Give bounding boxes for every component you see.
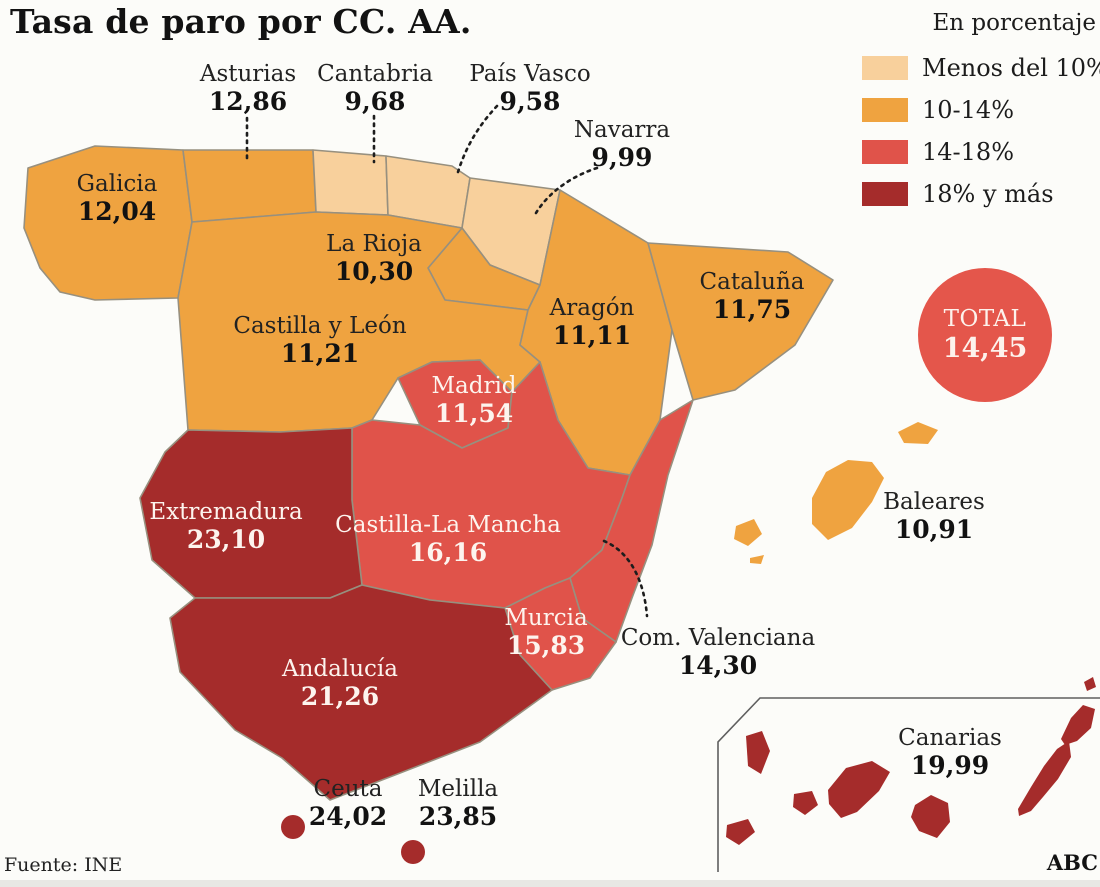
legend-swatch-under-10 — [862, 56, 908, 80]
island-gran-canaria — [911, 795, 950, 838]
label-canarias: Canarias 19,99 — [898, 725, 1002, 780]
legend-swatch-14-18 — [862, 140, 908, 164]
island-menorca — [898, 422, 938, 444]
label-extremadura: Extremadura 23,10 — [149, 499, 303, 554]
label-navarra: Navarra 9,99 — [573, 117, 671, 172]
island-la-gomera — [793, 791, 818, 815]
total-value: 14,45 — [942, 332, 1028, 364]
region-cantabria — [312, 149, 389, 216]
unit-note: En porcentaje — [932, 10, 1096, 36]
label-madrid: Madrid 11,54 — [431, 373, 517, 428]
page-title: Tasa de paro por CC. AA. — [10, 2, 472, 41]
island-formentera — [750, 555, 764, 564]
region-canarias-islands — [726, 677, 1096, 845]
region-cataluna — [647, 242, 834, 401]
label-castilla-y-leon: Castilla y León 11,21 — [233, 313, 407, 368]
label-murcia: Murcia 15,83 — [504, 605, 588, 660]
bottom-bar — [0, 880, 1100, 887]
island-mallorca — [812, 460, 884, 540]
label-asturias: Asturias 12,86 — [199, 61, 297, 116]
island-cabrera — [848, 511, 858, 520]
region-baleares-islands — [734, 422, 938, 564]
legend-label-under-10: Menos del 10% — [922, 54, 1100, 82]
legend: Menos del 10% 10-14% 14-18% 18% y más — [862, 54, 1100, 224]
leader-navarra — [534, 166, 599, 215]
legend-swatch-18-plus — [862, 182, 908, 206]
label-melilla: Melilla 23,85 — [417, 776, 499, 831]
label-cataluna: Cataluña 11,75 — [699, 269, 805, 324]
legend-label-14-18: 14-18% — [922, 138, 1014, 166]
source-note: Fuente: INE — [4, 854, 123, 876]
legend-swatch-10-14 — [862, 98, 908, 122]
legend-label-18-plus: 18% y más — [922, 180, 1054, 208]
label-cantabria: Cantabria 9,68 — [317, 61, 433, 116]
island-la-graciosa — [1084, 677, 1096, 691]
label-la-rioja: La Rioja 10,30 — [326, 231, 422, 286]
label-com-valenciana: Com. Valenciana 14,30 — [620, 625, 816, 680]
island-lanzarote — [1061, 705, 1095, 745]
total-badge: TOTAL 14,45 — [918, 268, 1052, 402]
legend-row-under-10: Menos del 10% — [862, 54, 1100, 82]
legend-row-10-14: 10-14% — [862, 96, 1100, 124]
total-label: TOTAL — [943, 306, 1027, 333]
melilla-dot — [401, 840, 425, 864]
label-pais-vasco: País Vasco 9,58 — [469, 61, 591, 116]
region-galicia — [23, 145, 193, 301]
label-galicia: Galicia 12,04 — [76, 171, 158, 226]
legend-row-14-18: 14-18% — [862, 138, 1100, 166]
island-tenerife — [828, 761, 890, 818]
label-ceuta: Ceuta 24,02 — [308, 776, 388, 831]
island-ibiza — [734, 519, 762, 546]
leader-com-valenciana — [602, 539, 649, 618]
label-baleares: Baleares 10,91 — [883, 489, 985, 544]
island-el-hierro — [726, 819, 755, 845]
label-castilla-la-mancha: Castilla-La Mancha 16,16 — [335, 512, 561, 567]
leader-pais-vasco — [456, 104, 499, 174]
ceuta-dot — [281, 815, 305, 839]
legend-label-10-14: 10-14% — [922, 96, 1014, 124]
canarias-inset-frame — [717, 697, 1100, 872]
island-la-palma — [746, 731, 770, 774]
credit-abc: ABC — [1046, 850, 1098, 875]
region-andalucia — [169, 584, 553, 801]
island-fuerteventura — [1018, 741, 1071, 816]
region-asturias — [182, 149, 317, 223]
label-andalucia: Andalucía 21,26 — [282, 656, 398, 711]
label-aragon: Aragón 11,11 — [549, 295, 635, 350]
legend-row-18-plus: 18% y más — [862, 180, 1100, 208]
